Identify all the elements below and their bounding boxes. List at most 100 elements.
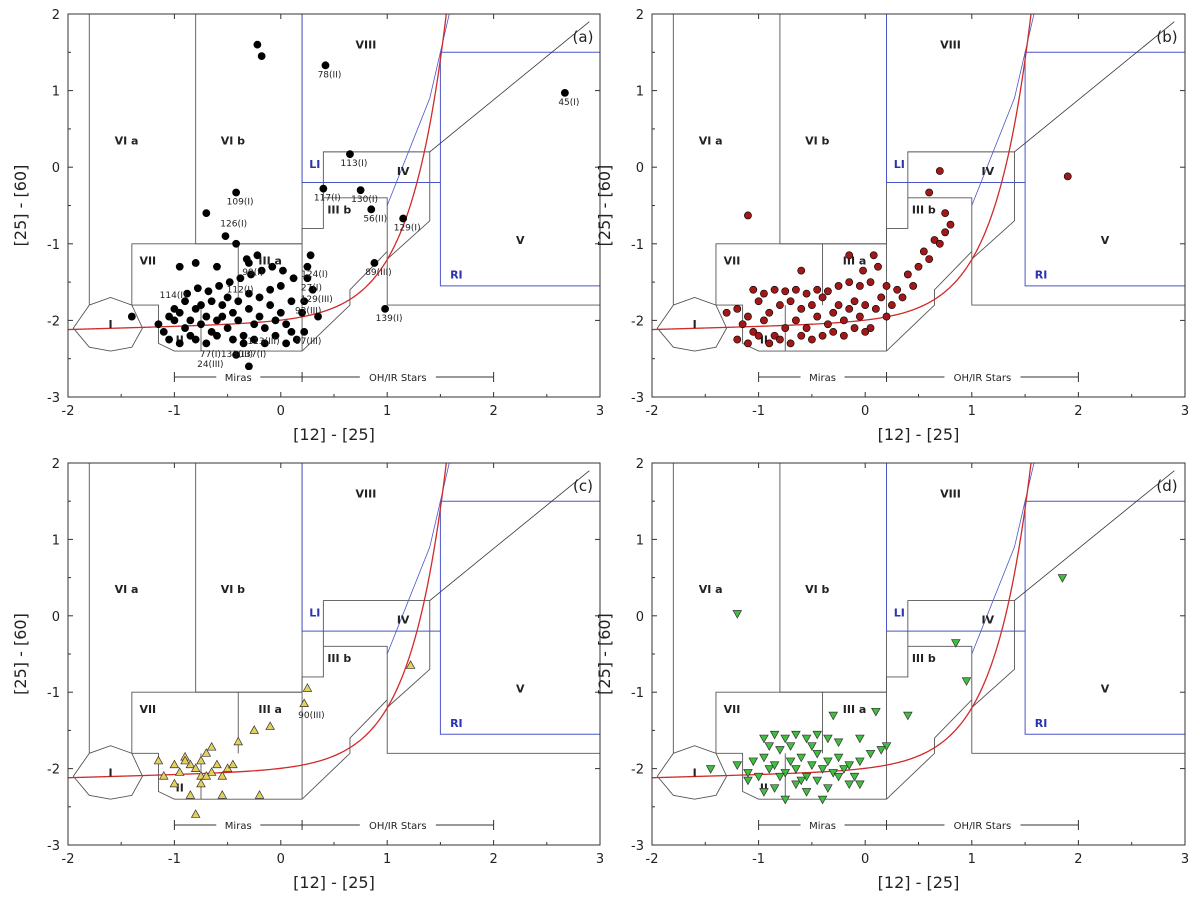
- data-point: [871, 707, 881, 717]
- region-label-iv: IV: [397, 614, 410, 627]
- data-point: [749, 327, 758, 336]
- data-point: [801, 788, 812, 797]
- data-point: [823, 734, 833, 744]
- data-point: [254, 790, 265, 799]
- data-point: [732, 761, 743, 770]
- data-point: [260, 324, 269, 332]
- data-point: [255, 312, 264, 321]
- data-point: [833, 753, 844, 763]
- region-iiib-boundary: [301, 645, 388, 800]
- data-point: [834, 282, 843, 290]
- region-ri-boundary: [1024, 182, 1185, 287]
- data-point: [266, 285, 275, 294]
- y-tick-label: 0: [636, 161, 644, 176]
- y-tick-label: 1: [52, 85, 60, 100]
- region-label-viii: VIII: [356, 488, 377, 501]
- point-label: 130(I): [351, 195, 378, 205]
- point-label: 90(III): [298, 711, 324, 721]
- data-point: [823, 320, 832, 329]
- data-point: [217, 771, 228, 780]
- data-point: [266, 301, 275, 309]
- data-point: [233, 736, 244, 746]
- point-label: 117(I): [314, 194, 341, 204]
- data-point: [193, 284, 202, 293]
- data-point: [190, 809, 201, 818]
- x-tick-label: -1: [168, 404, 181, 419]
- region-diagonal-black: [429, 21, 590, 153]
- data-point: [749, 285, 758, 294]
- data-point: [289, 274, 298, 283]
- data-point: [279, 266, 287, 275]
- data-point: [321, 61, 330, 70]
- miras-label: Miras: [225, 373, 252, 384]
- y-axis-label: [25] - [60]: [11, 165, 30, 247]
- region-label-iiib: III b: [327, 652, 351, 665]
- data-point: [181, 297, 189, 306]
- data-point: [849, 772, 860, 782]
- data-point: [276, 308, 285, 317]
- data-point: [866, 324, 875, 332]
- data-point: [165, 335, 173, 344]
- miras-label: Miras: [809, 373, 836, 384]
- y-tick-label: -1: [631, 238, 644, 253]
- data-point: [775, 746, 785, 755]
- data-point: [855, 734, 865, 744]
- data-point: [560, 88, 569, 97]
- data-point: [812, 776, 823, 786]
- data-point: [839, 331, 848, 340]
- data-point: [791, 730, 801, 740]
- data-point: [802, 289, 811, 298]
- data-point: [223, 324, 232, 332]
- region-vi-a-boundary: [672, 14, 781, 306]
- data-point: [802, 324, 811, 332]
- y-tick-label: -1: [47, 686, 60, 701]
- region-ri-boundary: [439, 182, 600, 287]
- region-label-v: V: [516, 234, 525, 247]
- y-tick-label: 1: [636, 533, 644, 548]
- data-point: [186, 316, 195, 325]
- data-point: [861, 301, 870, 309]
- data-point: [855, 757, 865, 767]
- region-oh-line: [971, 251, 1185, 306]
- data-point: [153, 755, 164, 765]
- data-point: [930, 236, 939, 244]
- data-point: [271, 316, 280, 325]
- data-point: [812, 730, 823, 740]
- data-point: [215, 282, 223, 290]
- ohir-label: OH/IR Stars: [954, 821, 1012, 832]
- data-point: [213, 331, 221, 340]
- data-point: [212, 759, 222, 769]
- region-vi-a-boundary: [88, 14, 197, 306]
- data-point: [754, 297, 763, 306]
- data-point: [834, 301, 843, 309]
- y-tick-label: 0: [52, 161, 60, 176]
- region-label-viii: VIII: [940, 39, 961, 52]
- data-point: [759, 788, 769, 797]
- data-point: [797, 305, 806, 313]
- region-label-vii: VII: [724, 255, 741, 268]
- data-point: [823, 757, 833, 767]
- data-point: [191, 305, 200, 313]
- data-point: [292, 335, 301, 344]
- region-label-viii: VIII: [940, 488, 961, 501]
- region-label-v: V: [516, 682, 525, 695]
- point-label: 113(III): [247, 337, 279, 347]
- region-diagonal-black: [1014, 21, 1175, 153]
- data-point: [180, 755, 190, 765]
- data-point: [175, 262, 184, 271]
- data-point: [249, 725, 259, 734]
- region-oh-line: [971, 699, 1185, 754]
- data-point: [239, 339, 248, 348]
- data-point: [903, 270, 912, 279]
- region-li-boundary: [301, 463, 600, 632]
- data-point: [370, 259, 379, 267]
- data-point: [213, 316, 221, 325]
- point-label: 56(II): [363, 214, 387, 224]
- data-point: [828, 711, 839, 721]
- data-point: [859, 266, 867, 275]
- y-tick-label: 0: [636, 610, 644, 625]
- data-point: [255, 293, 264, 302]
- data-point: [850, 297, 859, 306]
